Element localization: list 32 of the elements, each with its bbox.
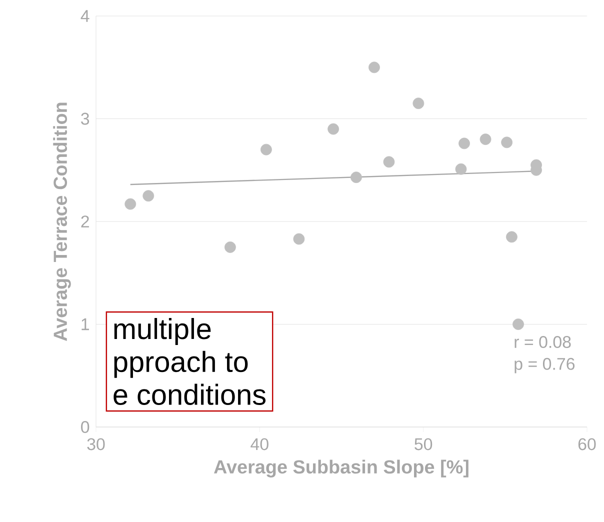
point: [506, 231, 518, 243]
point: [383, 156, 395, 168]
point: [412, 98, 424, 110]
y-tick-label: 1: [82, 318, 89, 330]
x-axis-title: Average Subbasin Slope [%]: [214, 460, 468, 478]
point: [455, 163, 467, 175]
y-tick-label: 0: [81, 421, 90, 433]
point: [293, 233, 305, 245]
annotation: e conditions: [114, 384, 266, 405]
point: [480, 134, 492, 145]
y-tick-label: 4: [80, 10, 90, 22]
annotation: p = 0.76: [514, 358, 575, 374]
annotation: pproach to: [114, 350, 248, 378]
y-tick-label: 2: [81, 216, 89, 228]
point: [458, 138, 470, 150]
x-tick-label: 30: [87, 438, 105, 450]
point: [142, 190, 154, 202]
point: [368, 62, 380, 74]
point: [328, 123, 340, 135]
annotation: multiple: [114, 318, 211, 345]
point: [501, 136, 513, 148]
x-tick-label: 50: [414, 438, 432, 450]
point: [350, 172, 362, 184]
y-tick-label: 3: [81, 112, 90, 125]
point: [260, 144, 272, 156]
annotation: r = 0.08: [514, 336, 571, 348]
point: [512, 318, 524, 330]
x-tick-label: 40: [250, 438, 268, 450]
point: [224, 241, 236, 253]
y-axis-title: Average Terrace Condition: [53, 102, 71, 341]
point: [124, 198, 136, 210]
x-tick-label: 60: [578, 438, 596, 450]
